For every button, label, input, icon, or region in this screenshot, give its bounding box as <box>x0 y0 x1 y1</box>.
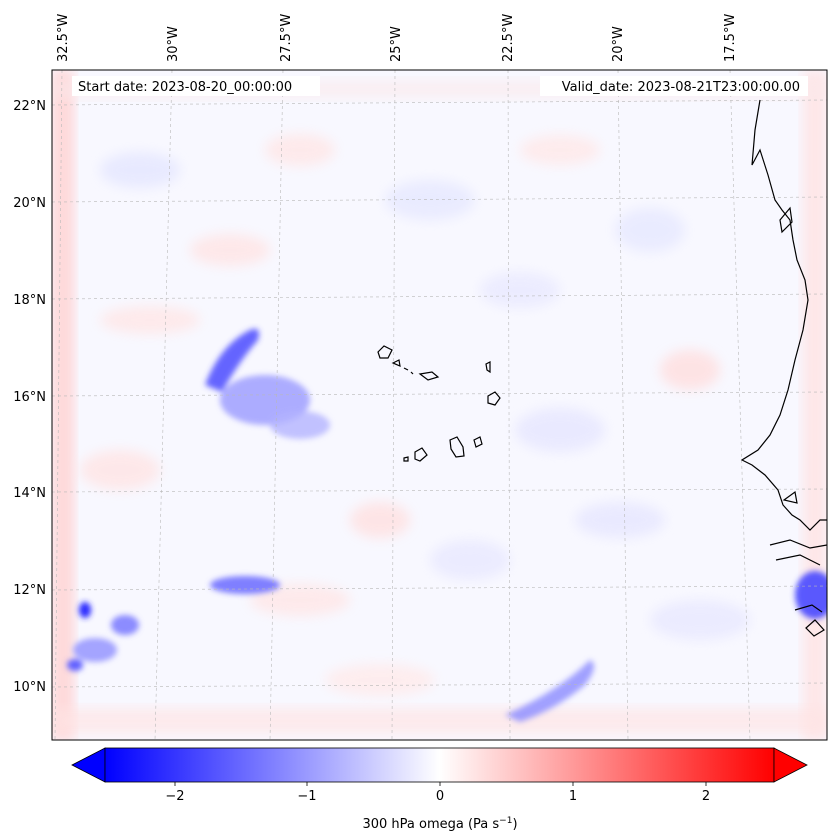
lon-label: 25°W <box>389 26 404 62</box>
colorbar-extend-high <box>773 747 808 783</box>
colorbar-extend-low <box>71 747 106 783</box>
lon-label: 30°W <box>166 26 181 62</box>
lat-label: 22°N <box>13 99 46 114</box>
lat-label: 14°N <box>13 486 46 501</box>
colorbar-tick: −2 <box>165 789 184 804</box>
colorbar: −2 −1 0 1 2 300 hPa omega (Pa s−1) <box>71 747 808 832</box>
lon-label: 22.5°W <box>501 14 516 62</box>
longitude-labels: 32.5°W 30°W 27.5°W 25°W 22.5°W 20°W 17.5… <box>56 14 738 62</box>
lon-label: 20°W <box>611 26 626 62</box>
colorbar-gradient <box>104 747 775 783</box>
lat-label: 10°N <box>13 680 46 695</box>
lon-label: 32.5°W <box>56 14 71 62</box>
lon-label: 17.5°W <box>723 14 738 62</box>
lat-label: 16°N <box>13 390 46 405</box>
colorbar-label: 300 hPa omega (Pa s−1) <box>362 816 517 832</box>
start-date-label: Start date: 2023-08-20_00:00:00 <box>78 80 292 95</box>
colorbar-tick: 1 <box>569 789 577 804</box>
omega-field <box>52 70 827 740</box>
lat-label: 12°N <box>13 583 46 598</box>
map-frame <box>51 69 828 741</box>
coastline <box>377 99 827 637</box>
valid-date-label: Valid_date: 2023-08-21T23:00:00.00 <box>562 80 800 95</box>
lat-label: 18°N <box>13 293 46 308</box>
graticule <box>52 70 827 740</box>
colorbar-tick: −1 <box>297 789 316 804</box>
lon-label: 27.5°W <box>279 14 294 62</box>
lat-label: 20°N <box>13 196 46 211</box>
colorbar-tick: 0 <box>436 789 444 804</box>
latitude-labels: 22°N 20°N 18°N 16°N 14°N 12°N 10°N <box>13 99 46 695</box>
colorbar-tick: 2 <box>702 789 710 804</box>
